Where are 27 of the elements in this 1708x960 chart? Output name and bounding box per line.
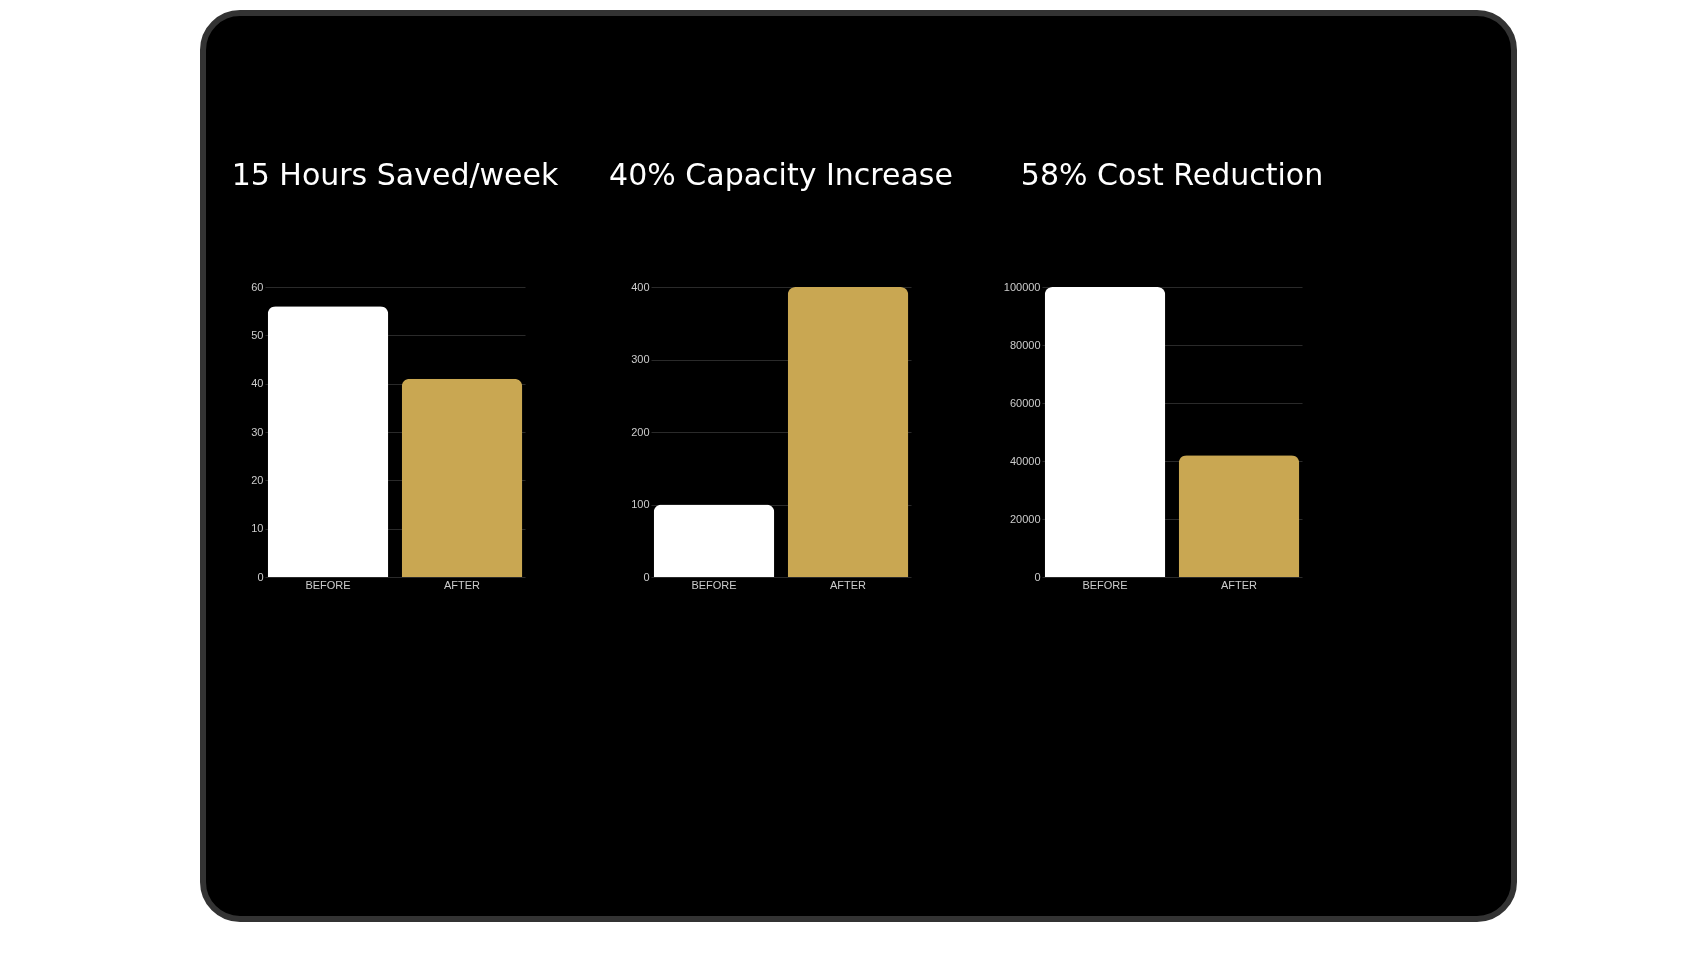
y-tick-label: 40	[251, 377, 264, 390]
y-tick-label: 0	[1034, 570, 1041, 583]
y-tick-label: 200	[631, 425, 650, 438]
y-tick-label: 0	[643, 570, 650, 583]
y-tick-label: 60000	[1009, 396, 1041, 409]
y-tick-label: 20000	[1009, 512, 1041, 525]
chart-title: 58% Cost Reduction	[1020, 157, 1324, 192]
y-tick-label: 100	[631, 498, 650, 510]
chart-title: 15 Hours Saved/week	[231, 157, 559, 192]
y-tick-label: 10	[251, 522, 264, 535]
x-tick-label: BEFORE	[305, 578, 351, 591]
x-tick-label: AFTER	[1220, 578, 1258, 591]
y-tick-label: 0	[257, 570, 264, 583]
y-tick-label: 20	[251, 473, 264, 486]
y-tick-label: 50	[251, 328, 264, 341]
y-tick-label: 40000	[1009, 454, 1041, 467]
y-tick-label: 100000	[1003, 280, 1041, 293]
y-tick-label: 400	[631, 280, 650, 293]
x-tick-label: AFTER	[443, 578, 481, 591]
x-tick-label: BEFORE	[1082, 578, 1128, 591]
x-tick-label: BEFORE	[691, 578, 737, 591]
y-tick-label: 300	[631, 353, 650, 365]
x-tick-label: AFTER	[829, 578, 867, 591]
y-tick-label: 80000	[1009, 338, 1041, 351]
y-tick-label: 30	[251, 425, 264, 438]
y-tick-label: 60	[251, 280, 264, 293]
chart-title: 40% Capacity Increase	[609, 157, 953, 192]
